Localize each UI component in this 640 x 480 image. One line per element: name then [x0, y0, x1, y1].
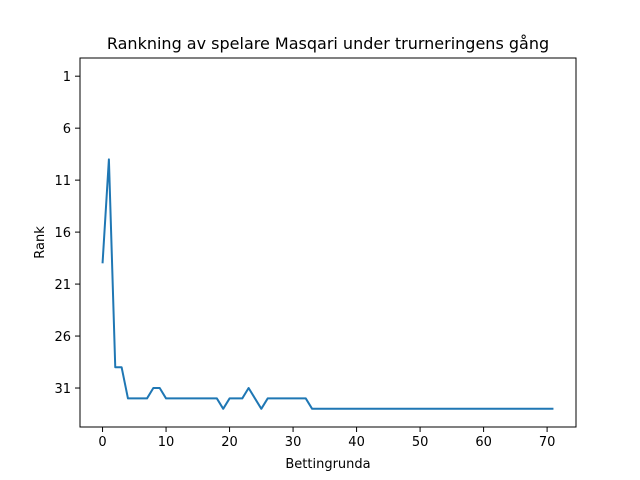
y-tick-label: 31 — [54, 382, 71, 397]
x-axis-ticks: 0 10 20 30 40 50 60 70 — [98, 427, 555, 450]
plot-frame — [79, 57, 577, 428]
y-tick-label: 1 — [63, 70, 71, 85]
x-axis-label: Bettingrunda — [285, 457, 370, 472]
x-tick-label: 40 — [348, 435, 365, 450]
chart-title: Rankning av spelare Masqari under trurne… — [107, 34, 549, 53]
series-layer — [101, 158, 554, 410]
y-axis-label: Rank — [33, 226, 48, 259]
plot-area — [80, 58, 576, 427]
x-tick-label: 20 — [221, 435, 238, 450]
x-tick-label: 0 — [98, 435, 106, 450]
x-tick-label: 70 — [539, 435, 556, 450]
x-tick-label: 10 — [158, 435, 175, 450]
y-tick-label: 26 — [54, 330, 71, 345]
y-tick-label: 16 — [54, 226, 71, 241]
series-line — [101, 158, 554, 410]
x-tick-label: 30 — [285, 435, 302, 450]
x-tick-label: 60 — [475, 435, 492, 450]
y-tick-label: 21 — [54, 278, 71, 293]
y-tick-label: 6 — [63, 122, 71, 137]
y-tick-label: 11 — [54, 174, 71, 189]
x-tick-label: 50 — [412, 435, 429, 450]
